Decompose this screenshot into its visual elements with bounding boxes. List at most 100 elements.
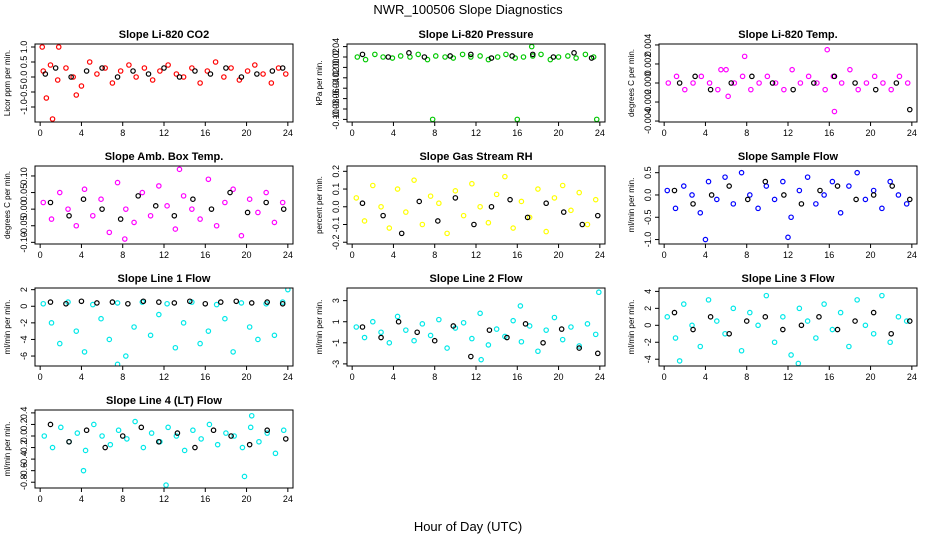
data-point [469,180,475,187]
data-point [528,44,535,50]
data-point [436,200,442,207]
data-point-overlay [522,321,529,327]
data-point [106,336,113,343]
x-axis: 0 4 8 12 16 20 24 [662,244,917,260]
x-tick-label: 16 [200,494,210,504]
data-point-overlay [769,80,776,86]
data-point-overlay [872,86,879,93]
data-point-overlay [690,326,696,333]
data-point-overlay [80,196,87,202]
x-tick-label: 16 [200,372,210,382]
data-point [263,189,269,196]
data-point [223,430,229,436]
data-point-overlay [202,300,209,307]
y-axis: -0.10-0.050.000.050.10 [19,167,35,253]
data-point-overlay [174,430,181,436]
data-point [133,74,139,80]
data-point [369,318,376,325]
data-point-overlay [692,73,698,80]
x-axis: 0 4 8 12 16 20 24 [38,244,293,260]
data-point [895,192,902,198]
data-point [493,326,500,332]
data-point [813,335,819,341]
y-tick-label: 0.0 [19,430,29,443]
data-point [797,80,804,86]
data-point [904,80,911,86]
y-tick-label: -0.8 [19,474,29,490]
x-tick-label: 12 [159,128,169,138]
data-point-overlay [359,200,366,207]
data-point [785,234,791,241]
data-point-overlay [831,73,838,80]
data-point-overlay [359,51,366,58]
y-axis: -0.8-0.6-0.4-0.20.00.20.4 [19,407,35,490]
data-point [149,77,156,83]
x-tick-label: 12 [783,372,793,382]
data-point [124,436,130,442]
y-tick-label: 0.0 [643,189,653,202]
data-point [846,343,852,350]
data-point [56,340,63,347]
data-point-overlay [594,212,601,219]
data-point [676,358,683,364]
data-point [213,301,220,308]
data-point [176,166,183,173]
data-point [895,314,902,320]
panel-ylabel: ml/min per min. [627,178,636,233]
data-point-overlay [78,298,85,305]
data-point [99,433,105,439]
data-point [738,169,745,176]
plot-frame [34,43,294,123]
plot-frame [658,165,918,245]
x-tick-label: 8 [120,372,125,382]
data-point-overlay [817,187,823,194]
data-point [403,327,409,333]
data-point-overlay [906,196,913,203]
data-point [205,328,212,334]
data-point-overlay [47,299,54,305]
data-point [493,191,500,198]
data-point-overlay [398,230,405,237]
data-point [788,352,794,358]
data-point-overlay [906,318,913,324]
data-point [576,189,583,196]
data-point [222,315,228,322]
data-point-overlay [207,71,214,77]
data-point [98,315,104,322]
x-tick-label: 16 [200,128,210,138]
y-tick-label: 4 [643,289,653,294]
y-tick-label: 3 [331,298,341,303]
x-tick-label: 8 [432,250,437,260]
data-point [731,80,738,86]
data-point-overlay [192,444,198,451]
data-point [163,482,169,488]
panel-ylabel: ml/min per min. [627,300,636,355]
data-point-overlay [707,86,714,93]
panel-ylabel: degrees C per min. [3,171,12,239]
x-tick-label: 8 [744,372,749,382]
x-tick-label: 16 [824,372,834,382]
data-point [65,206,71,212]
data-point-overlay [834,326,841,333]
chart-panel: Slope Gas Stream RH percent per min. 0 4 8 12… [315,151,606,260]
data-point-overlay [280,206,287,212]
data-point [271,219,278,226]
data-point-overlay [749,73,755,80]
x-tick-label: 8 [120,128,125,138]
panel-ylabel: degrees C per min. [627,49,636,117]
data-point-overlay [893,80,900,86]
panel-title: Slope Sample Flow [738,151,839,163]
data-point [502,173,508,180]
data-points [664,292,913,366]
x-tick-label: 12 [159,494,169,504]
plot-frame [34,409,294,489]
data-point-overlay [378,334,384,341]
data-point-overlay [468,51,474,58]
data-point [197,216,203,222]
data-point-overlay [780,326,786,333]
panel-ylabel: ml/min per min. [315,300,324,355]
data-point [107,441,114,448]
data-point [197,80,203,86]
plot-frame [34,287,294,367]
data-point [244,68,251,74]
